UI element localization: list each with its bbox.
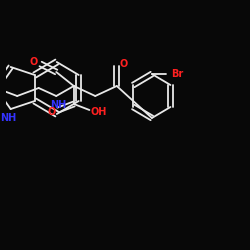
Text: Br: Br xyxy=(171,69,183,79)
Text: OH: OH xyxy=(90,107,106,117)
Text: NH: NH xyxy=(0,113,17,123)
Text: O: O xyxy=(30,57,38,67)
Text: O: O xyxy=(47,107,56,117)
Text: NH: NH xyxy=(50,100,66,110)
Text: O: O xyxy=(120,59,128,69)
